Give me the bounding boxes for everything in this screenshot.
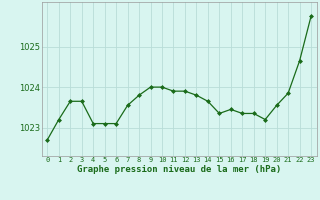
X-axis label: Graphe pression niveau de la mer (hPa): Graphe pression niveau de la mer (hPa) — [77, 165, 281, 174]
